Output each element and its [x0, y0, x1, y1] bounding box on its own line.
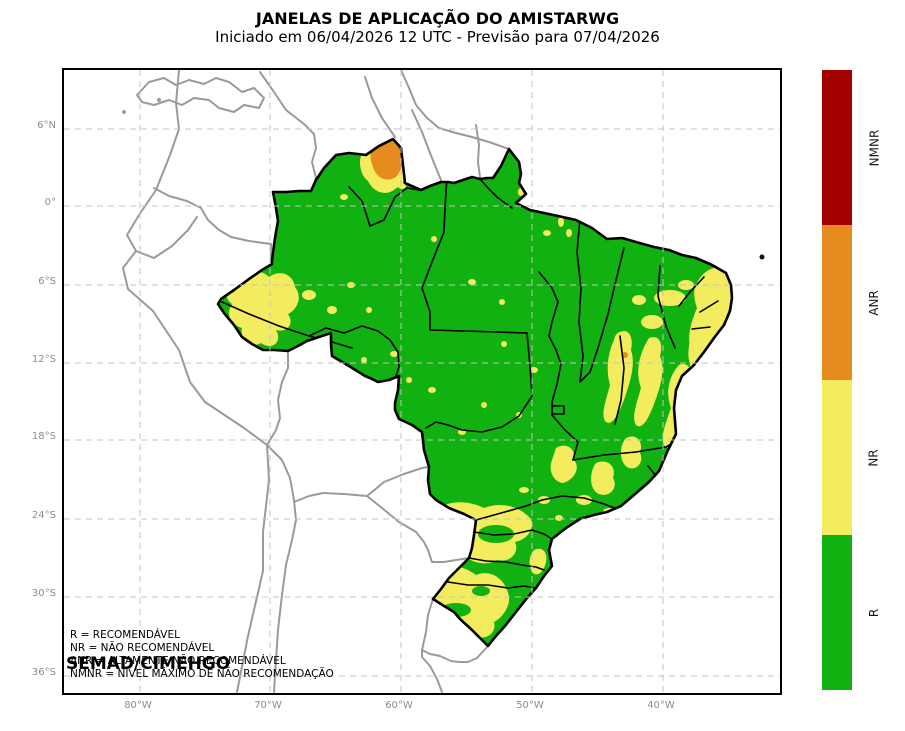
legend: R = RECOMENDÁVEL NR = NÃO RECOMENDÁVEL A…	[70, 629, 334, 681]
lon-tick-60w: 60°W	[385, 700, 413, 711]
colorbar-segment-anr	[822, 225, 852, 380]
lat-tick-0: 0°	[44, 197, 56, 208]
panama-outline	[136, 77, 265, 113]
bahia-anr-dot	[622, 352, 628, 358]
state-borders	[221, 175, 719, 589]
roraima-anr-patch	[370, 139, 403, 180]
map-svg	[64, 70, 780, 693]
legend-line-anr: ANR = ALTAMENTE NÃO RECOMENDÁVEL	[70, 655, 286, 667]
brazil-region	[218, 139, 732, 646]
colorbar-label-r: R	[867, 608, 881, 617]
lat-tick-6s: 6°S	[38, 276, 56, 287]
guianas-coast	[400, 70, 510, 150]
page-subtitle: Iniciado em 06/04/2026 12 UTC - Previsão…	[215, 28, 660, 46]
lon-tick-40w: 40°W	[647, 700, 675, 711]
colorbar-label-nr: NR	[866, 448, 881, 467]
lon-tick-50w: 50°W	[516, 700, 544, 711]
legend-line-nmnr: NMNR = NÍVEL MÁXIMO DE NÃO RECOMENDAÇÃO	[70, 668, 334, 680]
lat-tick-18s: 18°S	[31, 431, 56, 442]
fernando-noronha-dot	[759, 254, 765, 260]
watermark: SEMAD/CIMEHGO	[66, 654, 231, 674]
lat-tick-36s: 36°S	[31, 667, 56, 678]
lat-tick-12s: 12°S	[31, 354, 56, 365]
south-america-outline	[122, 70, 510, 693]
lon-tick-70w: 70°W	[254, 700, 282, 711]
colorbar-segment-r	[822, 535, 852, 690]
colorbar-segment-nr	[822, 380, 852, 535]
legend-line-r: R = RECOMENDÁVEL	[70, 629, 180, 641]
colorbar-segment-nmnr	[822, 70, 852, 225]
legend-line-nr: NR = NÃO RECOMENDÁVEL	[70, 642, 215, 654]
lat-tick-6n: 6°N	[37, 120, 56, 131]
page-title: JANELAS DE APLICAÇÃO DO AMISTARWG	[255, 9, 620, 28]
lat-tick-30s: 30°S	[31, 588, 56, 599]
brazil-border	[216, 137, 734, 648]
lat-tick-24s: 24°S	[31, 510, 56, 521]
colorbar-label-anr: ANR	[867, 289, 881, 316]
map-panel	[62, 68, 782, 695]
colorbar-label-nmnr: NMNR	[867, 129, 881, 166]
lon-tick-80w: 80°W	[124, 700, 152, 711]
gridlines	[64, 70, 780, 693]
header: JANELAS DE APLICAÇÃO DO AMISTARWG Inicia…	[0, 9, 875, 47]
